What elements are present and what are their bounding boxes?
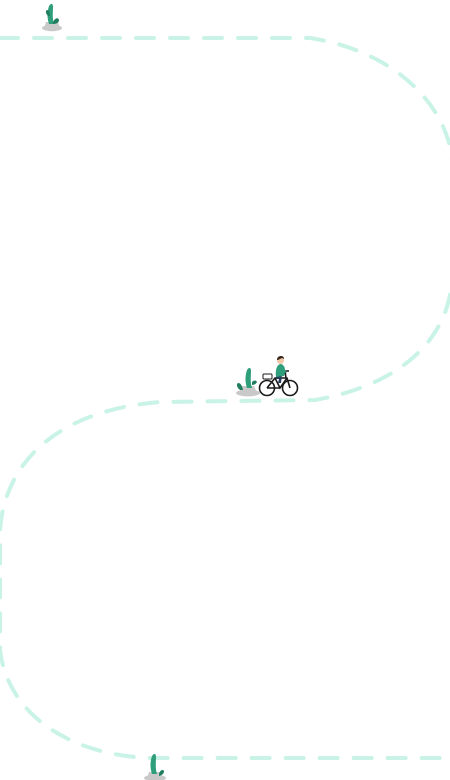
journey-path xyxy=(0,36,450,760)
plant-milestone-icon xyxy=(42,3,62,32)
milestone-top[interactable] xyxy=(42,3,62,32)
milestone-middle[interactable] xyxy=(236,367,260,397)
plant-milestone-icon xyxy=(236,367,260,397)
bike-rider-icon xyxy=(258,356,299,397)
milestone-bottom[interactable] xyxy=(144,753,166,780)
plant-milestone-icon xyxy=(144,753,166,780)
rider-avatar[interactable] xyxy=(258,356,299,397)
